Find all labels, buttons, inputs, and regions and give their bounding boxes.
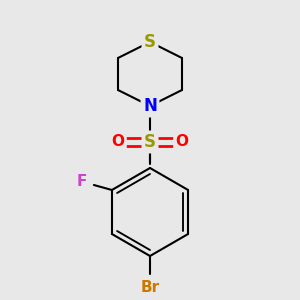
Text: S: S bbox=[144, 133, 156, 151]
Text: N: N bbox=[143, 97, 157, 115]
Text: O: O bbox=[176, 134, 188, 149]
Text: Br: Br bbox=[140, 280, 160, 296]
Text: F: F bbox=[77, 175, 87, 190]
Text: O: O bbox=[112, 134, 124, 149]
Text: S: S bbox=[144, 33, 156, 51]
